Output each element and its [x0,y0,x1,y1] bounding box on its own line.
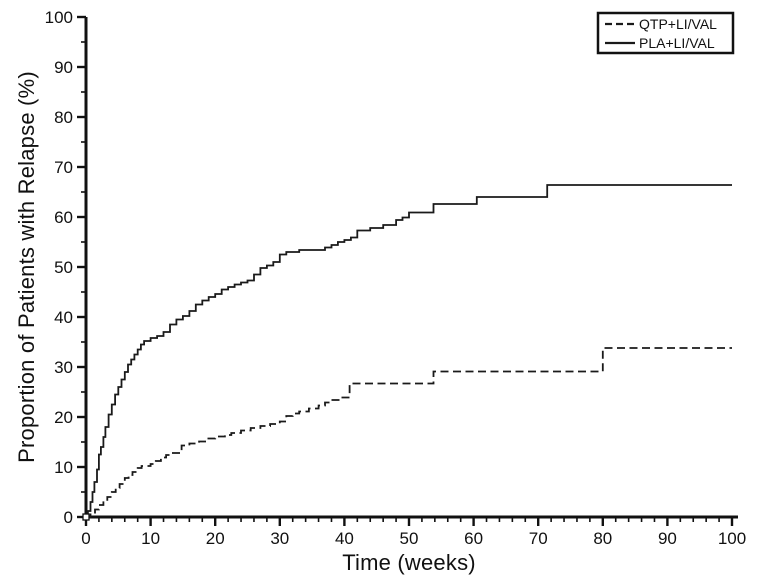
y-tick-label: 90 [54,58,73,77]
x-tick-label: 60 [464,529,483,548]
y-tick-label: 10 [54,458,73,477]
origin-marker [82,513,90,521]
y-axis-title: Proportion of Patients with Relapse (%) [14,71,39,463]
x-tick-label: 100 [718,529,746,548]
x-tick-label: 80 [593,529,612,548]
x-tick-label: 90 [658,529,677,548]
y-tick-label: 40 [54,308,73,327]
series-curve-pla-li-val [86,184,732,518]
x-tick-label: 70 [529,529,548,548]
y-tick-label: 80 [54,108,73,127]
x-tick-label: 50 [400,529,419,548]
y-tick-label: 50 [54,258,73,277]
x-axis-title: Time (weeks) [342,550,476,575]
series-curve-qtp-li-val [86,347,732,518]
x-tick-label: 0 [81,529,90,548]
y-tick-label: 30 [54,358,73,377]
y-tick-label: 60 [54,208,73,227]
x-tick-label: 40 [335,529,354,548]
y-tick-label: 20 [54,408,73,427]
x-tick-label: 20 [206,529,225,548]
axes-frame [84,17,738,519]
legend-box [596,11,735,55]
y-tick-label: 70 [54,158,73,177]
legend-entry-label: PLA+LI/VAL [639,35,715,51]
y-tick-label: 0 [64,508,73,527]
legend-entry-label: QTP+LI/VAL [639,16,717,32]
x-tick-label: 30 [270,529,289,548]
x-tick-label: 10 [141,529,160,548]
y-tick-label: 100 [45,8,73,27]
